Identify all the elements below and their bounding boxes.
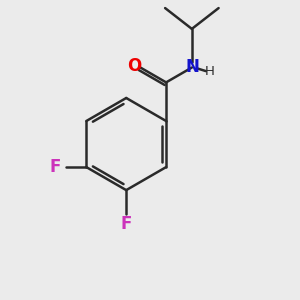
- Text: O: O: [127, 57, 141, 75]
- Text: N: N: [185, 58, 200, 76]
- Text: F: F: [121, 215, 132, 233]
- Text: H: H: [205, 65, 214, 79]
- Text: F: F: [50, 158, 61, 176]
